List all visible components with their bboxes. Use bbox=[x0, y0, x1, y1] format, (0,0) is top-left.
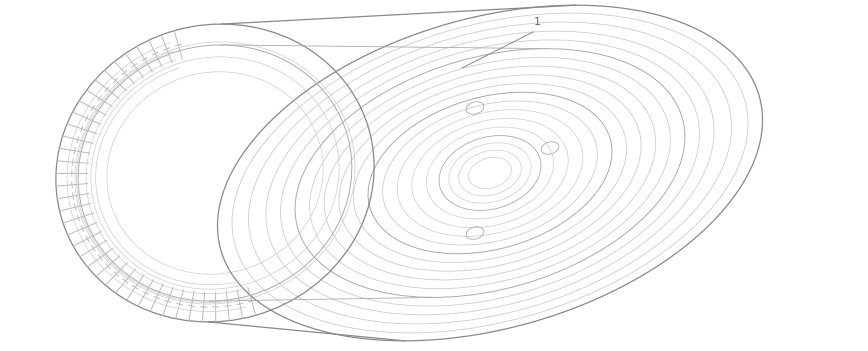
Text: 1: 1 bbox=[534, 17, 541, 27]
